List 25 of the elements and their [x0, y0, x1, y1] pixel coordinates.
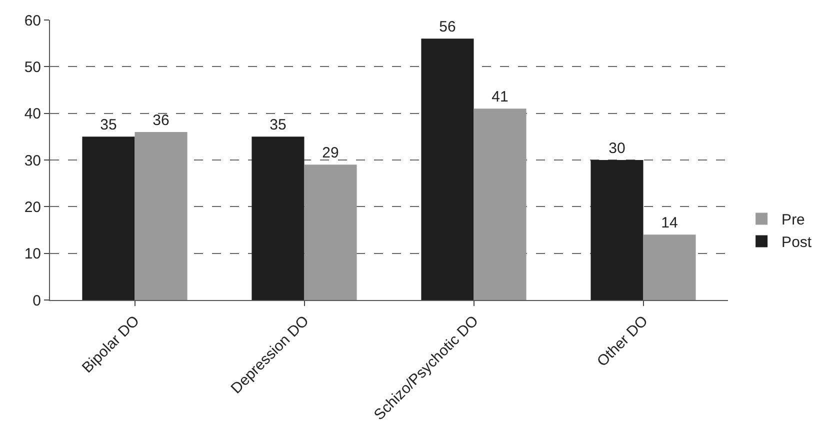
bar [474, 108, 526, 300]
bar [134, 132, 188, 300]
y-tick-label: 30 [24, 152, 41, 170]
bar [421, 38, 474, 300]
bar [643, 234, 696, 300]
bar [82, 136, 135, 300]
data-label: 41 [492, 88, 508, 106]
bar [304, 164, 357, 300]
y-tick-label: 10 [24, 246, 41, 263]
y-tick-label: 20 [24, 198, 41, 216]
y-tick-label: 0 [32, 292, 41, 310]
bar [252, 136, 304, 300]
y-tick-label: 40 [24, 106, 41, 123]
legend-label: Post [782, 234, 812, 252]
data-label: 36 [152, 112, 170, 129]
y-tick-label: 50 [24, 58, 41, 76]
data-label: 29 [322, 144, 339, 162]
data-label: 14 [661, 214, 678, 232]
bar [590, 160, 644, 300]
data-label: 56 [439, 18, 456, 36]
data-label: 35 [100, 116, 117, 134]
data-label: 35 [270, 116, 286, 134]
data-label: 30 [608, 140, 626, 157]
y-tick-label: 60 [24, 12, 41, 30]
legend-label: Pre [782, 212, 805, 229]
